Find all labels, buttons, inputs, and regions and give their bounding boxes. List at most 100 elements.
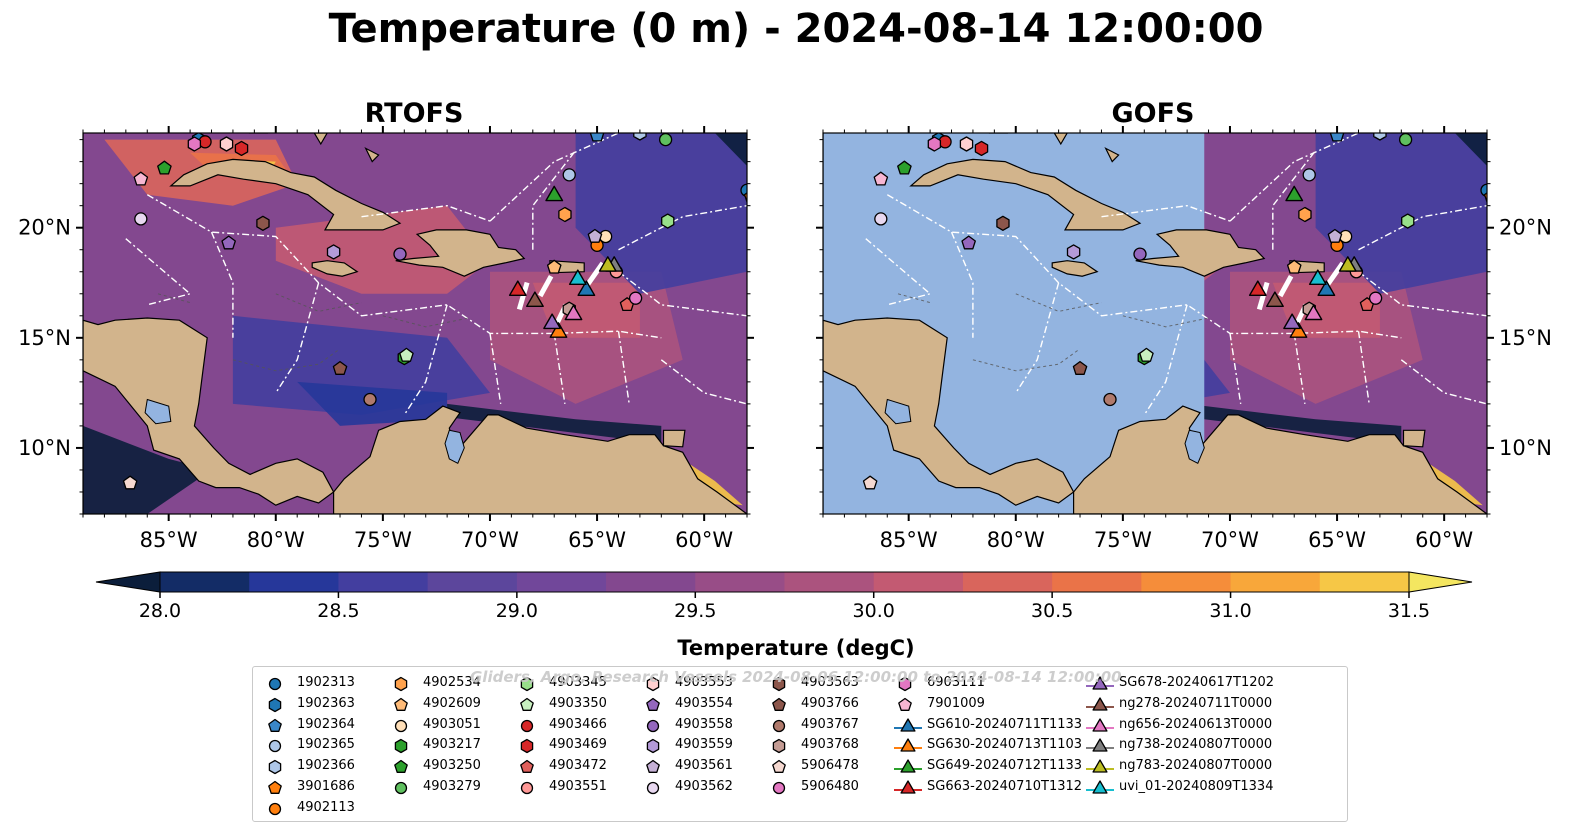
legend-label: uvi_01-20240809T1334 [1119, 778, 1274, 794]
lake-1 [884, 398, 912, 425]
legend-label: 1902366 [297, 758, 355, 774]
legend-label: 4903559 [675, 737, 733, 753]
colorbar-tick-label: 30.0 [852, 600, 895, 622]
legend-label: 4903553 [675, 675, 733, 690]
legend-pentagon [268, 780, 282, 794]
legend-marker [772, 697, 786, 711]
land-9 [1104, 147, 1120, 163]
float-marker-1902364 [1329, 133, 1345, 142]
x-tick-label: 80°W [247, 528, 305, 552]
colorbar-bin [873, 572, 964, 592]
legend-circle [394, 719, 408, 732]
legend-pentagon [646, 760, 660, 774]
x-tick-label: 80°W [987, 528, 1045, 552]
glider-marker-SG678-20240617T1202 [543, 313, 561, 330]
temperature-contour-p10 [1315, 133, 1487, 294]
legend-marker [268, 780, 282, 794]
y-tick-label: 20°N [18, 216, 71, 240]
legend-label: 4903551 [549, 778, 607, 794]
glider-marker-SG610-20240711T1133 [577, 280, 596, 296]
float-marker-6903111 [187, 136, 202, 152]
glider-marker-SG630-20240713T1103 [1289, 322, 1308, 338]
legend-marker [646, 781, 660, 795]
land-1 [1072, 405, 1487, 514]
eez-boundary-11 [1400, 359, 1487, 405]
colorbar-bin [606, 572, 696, 592]
float-marker-4903766 [332, 360, 348, 375]
land-8 [1053, 133, 1068, 146]
legend-marker [772, 739, 786, 754]
legend: 1902313 1902363 1902364 1902365 1902366 39016… [252, 666, 1348, 822]
legend-hexagon [394, 739, 408, 754]
eez-boundary-4 [1229, 333, 1242, 405]
float-marker-4902609 [546, 259, 562, 274]
lake-0 [444, 429, 465, 464]
temperature-contour-p10 [575, 133, 747, 294]
float-marker-4903250 [897, 160, 912, 175]
legend-triangle [1092, 738, 1108, 753]
legend-label: SG630-20240713T1103 [927, 737, 1083, 753]
float-marker-4903554 [221, 235, 236, 250]
float-marker-4902609 [1286, 259, 1302, 274]
glider-marker-SG678-20240617T1202 [1283, 313, 1302, 330]
float-marker-4903563 [256, 215, 270, 231]
colorbar-frame [159, 571, 1410, 593]
colorbar-bin [516, 572, 607, 592]
legend-circle [646, 781, 660, 795]
legend-marker [646, 719, 660, 732]
float-marker-4903350 [1139, 347, 1154, 362]
legend-marker [1086, 738, 1114, 753]
land-6 [988, 133, 1008, 134]
panel-title-rtofs: RTOFS [364, 98, 464, 129]
glider-marker-SG663-20240710T1312 [1248, 280, 1267, 296]
legend-label: 4903345 [549, 675, 607, 690]
float-marker-4903559 [1066, 244, 1081, 260]
legend-marker [646, 697, 660, 711]
legend-triangle [900, 717, 916, 732]
float-marker-7901009 [873, 171, 889, 186]
legend-pentagon [394, 760, 408, 774]
legend-marker [894, 738, 922, 753]
glider-marker-uvi_01-20240809T1334 [568, 269, 587, 285]
colorbar-tick-label: 29.5 [674, 600, 717, 622]
legend-label: 4903562 [675, 778, 733, 794]
colorbar-bin [1230, 572, 1321, 592]
legend-label: 4903554 [675, 695, 733, 711]
legend-marker [268, 740, 282, 753]
legend-marker [394, 739, 408, 754]
legend-label: 3901686 [297, 778, 355, 794]
land-3 [395, 229, 526, 277]
legend-label: 4903766 [801, 695, 859, 711]
legend-label: 7901009 [927, 695, 985, 711]
temperature-contour-p11 [1187, 403, 1402, 444]
legend-label: 4902609 [423, 695, 481, 711]
eez-boundary-10 [1358, 271, 1487, 317]
temperature-contour-p9 [83, 425, 212, 514]
eez-boundary-11 [660, 359, 747, 405]
float-marker-4903469 [974, 140, 989, 157]
legend-marker [1086, 717, 1114, 732]
legend-marker [520, 697, 534, 711]
panel-title-gofs: GOFS [1111, 98, 1195, 129]
float-marker-4903553 [219, 136, 234, 152]
map-panels: 85°W 80°W 75°W 70°W 65°W 60°W10°N15°N20°N85°W… [18, 126, 1552, 552]
glider-marker-ng278-20240711T0000 [526, 291, 544, 307]
legend-marker [1086, 697, 1114, 711]
legend-marker [898, 676, 912, 692]
legend-label: 4903767 [801, 716, 859, 732]
colorbar-bin [962, 572, 1053, 592]
legend-hexagon [772, 676, 786, 692]
eez-boundary-3 [403, 304, 448, 416]
float-marker-4903250 [157, 160, 172, 175]
legend-pentagon [646, 697, 660, 711]
legend-marker [772, 676, 786, 692]
land-0 [823, 133, 1075, 514]
legend-triangle [1092, 697, 1108, 711]
float-marker-4903562 [134, 212, 148, 226]
legend-marker [772, 781, 786, 795]
y-tick-label: 20°N [1499, 216, 1552, 240]
y-tick-label: 15°N [18, 326, 71, 350]
legend-hexagon [268, 697, 282, 712]
legend-label: 5906480 [801, 778, 859, 794]
